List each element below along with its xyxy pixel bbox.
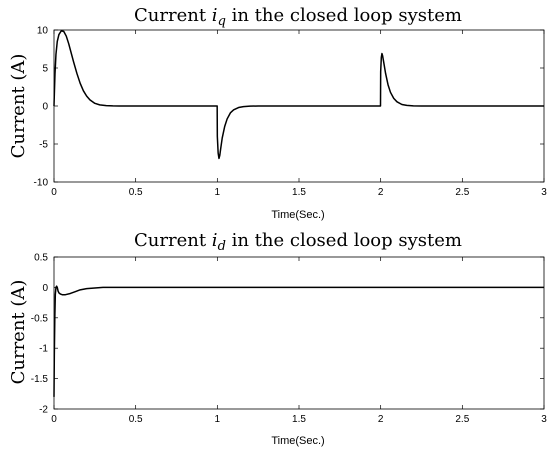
id-ytick-label: 0 (42, 283, 48, 294)
id-xtick-label: 2.5 (455, 414, 469, 425)
iq-xtick-label: 3 (541, 187, 547, 198)
id-ytick-label: -2 (39, 405, 48, 416)
id-chart-xlabel: Time(Sec.) (271, 435, 324, 447)
iq-xtick-label: 1 (215, 187, 221, 198)
iq-chart-ylabel: Current (A) (8, 54, 29, 159)
iq-ytick-label: 10 (37, 26, 49, 37)
id-ytick-label: -0.5 (31, 313, 49, 324)
iq-xtick-label: 2.5 (455, 187, 469, 198)
id-xtick-label: 3 (541, 414, 547, 425)
iq-xtick-label: 0.5 (129, 187, 143, 198)
id-chart-tick-labels: 0 0.5 1 1.5 2 2.5 3 0.5 0 -0.5 -1 -1.5 -2 (31, 253, 547, 426)
id-chart-axes-frame (53, 256, 545, 410)
id-chart-ticks (53, 256, 545, 410)
iq-ytick-label: -5 (39, 140, 48, 151)
id-ytick-label: -1 (39, 344, 48, 355)
iq-chart-title: Current iq in the closed loop system (134, 5, 462, 29)
id-xtick-label: 2 (378, 414, 384, 425)
iq-chart-axes-frame (53, 29, 545, 183)
id-chart-title: Current id in the closed loop system (134, 230, 462, 254)
iq-ytick-label: 0 (42, 102, 48, 113)
id-xtick-label: 0 (51, 414, 57, 425)
id-xtick-label: 1.5 (292, 414, 306, 425)
iq-chart-xlabel: Time(Sec.) (271, 209, 324, 221)
iq-chart: Current iq in the closed loop system Cur… (8, 5, 547, 221)
id-chart-ylabel: Current (A) (8, 280, 29, 385)
id-chart: Current id in the closed loop system Cur… (8, 230, 547, 447)
id-series-line (53, 285, 544, 397)
iq-xtick-label: 0 (51, 187, 57, 198)
iq-ytick-label: 5 (42, 64, 48, 75)
id-ytick-label: -1.5 (31, 374, 49, 385)
id-xtick-label: 0.5 (129, 414, 143, 425)
iq-chart-tick-labels: 0 0.5 1 1.5 2 2.5 3 10 5 0 -5 -10 (34, 26, 548, 199)
iq-series-line (53, 30, 544, 160)
iq-xtick-label: 1.5 (292, 187, 306, 198)
iq-ytick-label: -10 (34, 178, 49, 189)
iq-xtick-label: 2 (378, 187, 384, 198)
id-xtick-label: 1 (215, 414, 221, 425)
id-ytick-label: 0.5 (34, 253, 48, 264)
